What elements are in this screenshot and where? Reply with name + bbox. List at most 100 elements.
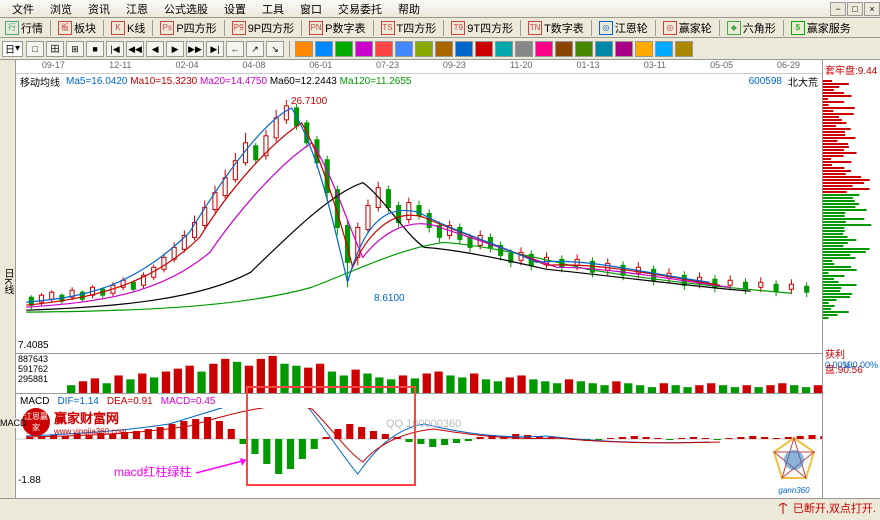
connection-status[interactable]: 已断开,双点打开. — [777, 500, 876, 516]
toolbar-item-5[interactable]: PNP数字表 — [306, 20, 368, 36]
menu-browse[interactable]: 浏览 — [42, 0, 80, 18]
toolbar-item-7[interactable]: T99T四方形 — [448, 20, 516, 36]
ma-title: 移动均线 — [20, 74, 60, 89]
toolbar-item-10[interactable]: ◎赢家轮 — [660, 20, 715, 36]
nav-button-11[interactable]: ↗ — [246, 41, 264, 57]
nav-button-10[interactable]: ← — [226, 41, 244, 57]
tool-button-12[interactable] — [535, 41, 553, 57]
nav-button-7[interactable]: ▶ — [166, 41, 184, 57]
date-tick: 12-11 — [87, 60, 154, 73]
toolbar-item-4[interactable]: P99P四方形 — [229, 20, 297, 36]
high-label: 26.7100 — [291, 96, 327, 107]
nav-button-12[interactable]: ↘ — [266, 41, 284, 57]
side-label-kline: 日K线 — [0, 60, 16, 498]
toolbar-item-3[interactable]: PsP四方形 — [157, 20, 219, 36]
toolbar-item-12[interactable]: $赢家服务 — [788, 20, 854, 36]
date-tick: 02-04 — [154, 60, 221, 73]
tool-button-17[interactable] — [635, 41, 653, 57]
toolbar-item-9[interactable]: ◎江恩轮 — [596, 20, 651, 36]
kline-panel[interactable]: 26.7100 8.6100 7.4085 — [16, 88, 822, 354]
menu-window[interactable]: 窗口 — [292, 0, 330, 18]
highlight-box — [246, 386, 416, 486]
stock-name: 北大荒 — [788, 74, 818, 89]
toolbar-item-2[interactable]: KK线 — [108, 20, 148, 36]
stock-code: 600598 — [749, 76, 782, 87]
ma-item-Ma120: Ma120=11.2655 — [340, 76, 412, 87]
date-tick: 07-23 — [354, 60, 421, 73]
tool-button-18[interactable] — [655, 41, 673, 57]
ma-item-Ma10: Ma10=15.3230 — [130, 76, 197, 87]
nav-button-6[interactable]: ◀ — [146, 41, 164, 57]
antenna-icon — [777, 502, 789, 514]
menu-file[interactable]: 文件 — [4, 0, 42, 18]
tool-button-5[interactable] — [395, 41, 413, 57]
ma-item-Ma5: Ma5=16.0420 — [66, 76, 127, 87]
nav-button-2[interactable]: ⊞ — [66, 41, 84, 57]
date-tick: 03-11 — [621, 60, 688, 73]
range-high: 100.00% — [842, 360, 878, 370]
tool-button-14[interactable] — [575, 41, 593, 57]
nav-button-8[interactable]: ▶▶ — [186, 41, 204, 57]
macd-panel[interactable]: MACD DIF=1.14 DEA=0.91 MACD=0.45 -1.88 Q… — [16, 394, 822, 488]
nav-button-0[interactable]: □ — [26, 41, 44, 57]
toolbar-item-1[interactable]: 板板块 — [55, 20, 99, 36]
toolbar-item-8[interactable]: TNT数字表 — [525, 20, 587, 36]
ma-legend: 移动均线 Ma5=16.0420 Ma10=15.3230 Ma20=14.47… — [16, 74, 822, 88]
period-combo[interactable]: 日 ▾ — [2, 41, 23, 57]
close-button[interactable]: × — [864, 2, 880, 16]
logo-url-text: www.yingjia360.com — [54, 427, 126, 436]
tool-button-16[interactable] — [615, 41, 633, 57]
date-axis: 09-1712-1102-0404-0806-0107-2309-2311-20… — [16, 60, 822, 74]
tool-button-13[interactable] — [555, 41, 573, 57]
tool-button-19[interactable] — [675, 41, 693, 57]
date-tick: 11-20 — [488, 60, 555, 73]
menu-settings[interactable]: 设置 — [216, 0, 254, 18]
tool-button-9[interactable] — [475, 41, 493, 57]
tool-button-2[interactable] — [335, 41, 353, 57]
chart-area[interactable]: 09-1712-1102-0404-0806-0107-2309-2311-20… — [16, 60, 822, 498]
tool-button-15[interactable] — [595, 41, 613, 57]
nav-button-4[interactable]: |◀ — [106, 41, 124, 57]
menu-help[interactable]: 帮助 — [390, 0, 428, 18]
toolbar-item-0[interactable]: 行行情 — [2, 20, 46, 36]
tool-button-0[interactable] — [295, 41, 313, 57]
menu-trade[interactable]: 交易委托 — [330, 0, 390, 18]
tool-button-4[interactable] — [375, 41, 393, 57]
toolbar-item-11[interactable]: ◆六角形 — [724, 20, 779, 36]
toolbar-chart: 日 ▾ □田⊞■|◀◀◀◀▶▶▶▶|←↗↘ — [0, 38, 880, 60]
menu-bar: 文件 浏览 资讯 江恩 公式选股 设置 工具 窗口 交易委托 帮助 − □ × — [0, 0, 880, 18]
tool-button-8[interactable] — [455, 41, 473, 57]
tool-button-10[interactable] — [495, 41, 513, 57]
nav-button-5[interactable]: ◀◀ — [126, 41, 144, 57]
menu-info[interactable]: 资讯 — [80, 0, 118, 18]
tool-button-7[interactable] — [435, 41, 453, 57]
tool-button-1[interactable] — [315, 41, 333, 57]
maximize-button[interactable]: □ — [847, 2, 863, 16]
toolbar-item-6[interactable]: TST四方形 — [378, 20, 440, 36]
menu-formula[interactable]: 公式选股 — [156, 0, 216, 18]
status-bar: 已断开,双点打开. — [0, 498, 880, 516]
macd-legend: MACD DIF=1.14 DEA=0.91 MACD=0.45 — [16, 394, 822, 408]
nav-button-9[interactable]: ▶| — [206, 41, 224, 57]
date-tick: 01-13 — [555, 60, 622, 73]
tool-button-6[interactable] — [415, 41, 433, 57]
distribution-chart — [823, 80, 880, 340]
side-label-macd: MACD — [0, 418, 16, 428]
date-tick: 09-17 — [20, 60, 87, 73]
minimize-button[interactable]: − — [830, 2, 846, 16]
tool-button-11[interactable] — [515, 41, 533, 57]
logo-badge: 江恩赢家 赢家财富网 www.yingjia360.com — [22, 408, 126, 436]
date-tick: 06-29 — [755, 60, 822, 73]
menu-tools[interactable]: 工具 — [254, 0, 292, 18]
date-tick: 06-01 — [287, 60, 354, 73]
volume-panel[interactable]: 887643591762295881 — [16, 354, 822, 394]
trapped-label: 套牢盘:9.44 — [825, 62, 877, 77]
annotation-text: macd红柱绿柱 — [114, 463, 191, 480]
menu-gann[interactable]: 江恩 — [118, 0, 156, 18]
window-controls: − □ × — [829, 2, 880, 16]
nav-button-1[interactable]: 田 — [46, 41, 64, 57]
nav-button-3[interactable]: ■ — [86, 41, 104, 57]
vol-ticks: 887643591762295881 — [18, 354, 48, 384]
tool-button-3[interactable] — [355, 41, 373, 57]
logo-main-text: 赢家财富网 — [54, 408, 126, 427]
